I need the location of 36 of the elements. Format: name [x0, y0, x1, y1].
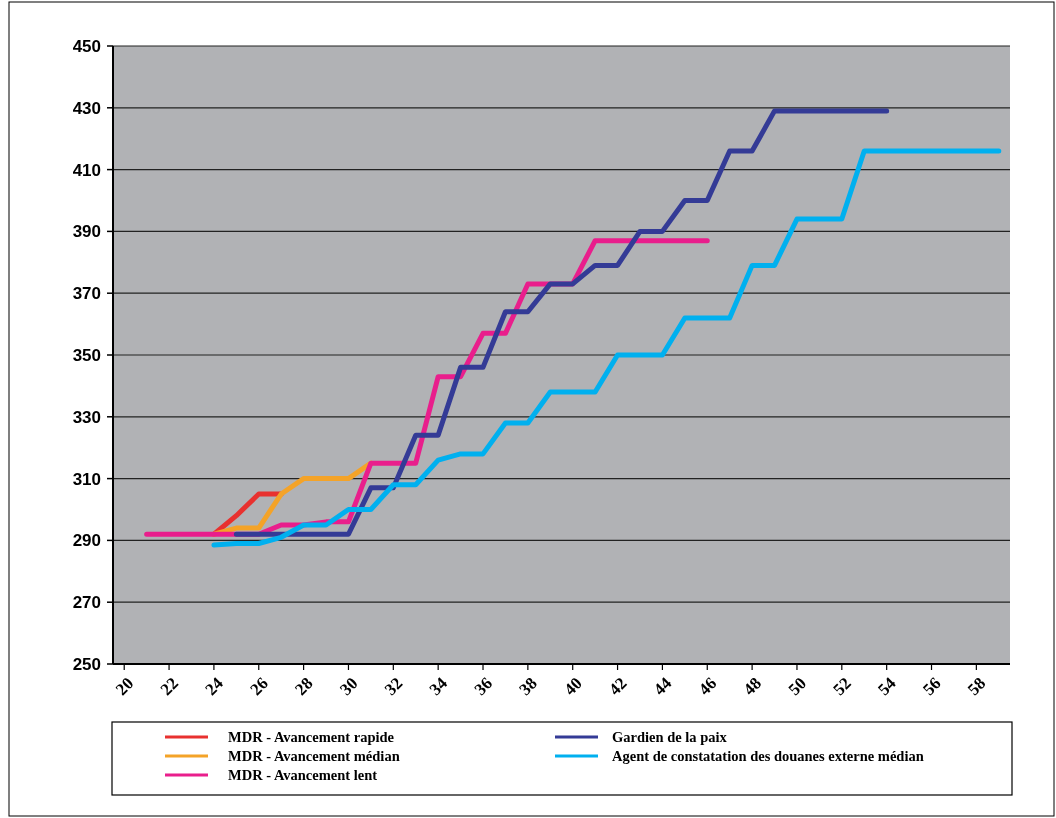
- x-tick-label: 38: [515, 673, 541, 700]
- x-tick-label: 42: [605, 673, 631, 700]
- legend-label: Agent de constatation des douanes externe médian: [612, 748, 924, 765]
- x-tick-label: 40: [560, 673, 586, 700]
- y-tick-label: 270: [72, 593, 101, 613]
- y-tick-label: 390: [72, 222, 101, 242]
- legend-label: MDR - Avancement lent: [228, 767, 378, 784]
- y-tick-label: 350: [72, 345, 101, 365]
- x-tick-label: 54: [874, 673, 901, 700]
- y-tick-label: 410: [72, 160, 101, 180]
- x-tick-label: 34: [425, 673, 452, 700]
- x-tick-label: 58: [963, 673, 990, 700]
- y-tick-label: 370: [72, 284, 101, 304]
- x-tick-label: 52: [829, 673, 855, 700]
- x-tick-label: 26: [246, 673, 272, 700]
- x-tick-label: 28: [291, 673, 317, 700]
- y-tick-label: 450: [72, 36, 101, 56]
- x-tick-label: 50: [784, 673, 811, 700]
- y-tick-label: 290: [72, 531, 101, 551]
- x-tick-label: 36: [470, 673, 497, 700]
- y-tick-label: 330: [72, 407, 101, 427]
- legend-label: MDR - Avancement médian: [228, 748, 400, 765]
- y-tick-label: 310: [72, 469, 101, 489]
- x-tick-label: 46: [694, 673, 721, 700]
- y-tick-label: 430: [72, 98, 101, 118]
- legend-label: Gardien de la paix: [612, 729, 728, 746]
- x-tick-label: 20: [111, 673, 138, 700]
- x-tick-label: 32: [380, 673, 407, 700]
- x-tick-label: 30: [336, 673, 362, 700]
- x-tick-label: 22: [156, 673, 183, 700]
- legend-label: MDR - Avancement rapide: [228, 729, 395, 746]
- x-tick-label: 44: [650, 673, 676, 700]
- x-tick-label: 48: [739, 673, 766, 700]
- x-tick-label: 56: [919, 673, 945, 700]
- y-tick-label: 250: [72, 654, 101, 674]
- x-tick-label: 24: [201, 673, 228, 700]
